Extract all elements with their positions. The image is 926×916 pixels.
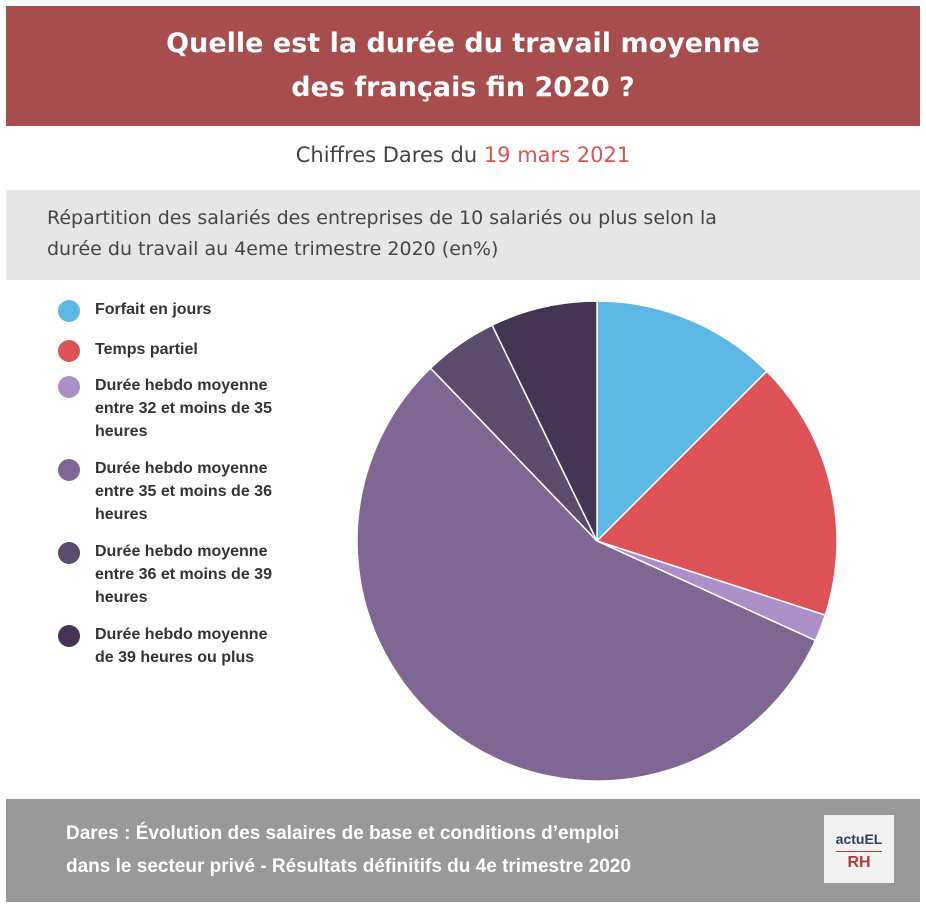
description-line-2: durée du travail au 4eme trimestre 2020 … <box>47 238 499 260</box>
subtitle-date: 19 mars 2021 <box>483 143 631 167</box>
legend-label-line: entre 35 et moins de 36 <box>95 483 272 500</box>
pie-slice <box>356 367 817 782</box>
legend-label: Durée hebdo moyenne entre 35 et moins de … <box>95 457 315 526</box>
actuel-rh-logo: actuEL RH <box>824 815 894 883</box>
legend-label-line: entre 36 et moins de 39 <box>95 566 272 583</box>
description-line-1: Répartition des salariés des entreprises… <box>47 207 717 229</box>
legend-label-line: entre 32 et moins de 35 <box>95 400 272 417</box>
legend-swatch <box>58 340 80 362</box>
legend-label-line: heures <box>95 506 148 523</box>
subtitle-prefix: Chiffres Dares du <box>295 143 484 167</box>
legend-label: Forfait en jours <box>95 298 315 321</box>
legend-label-line: heures <box>95 423 148 440</box>
title-banner: Quelle est la durée du travail moyenne d… <box>6 6 920 126</box>
pie-slice <box>491 300 598 542</box>
logo-divider <box>836 851 882 852</box>
pie-chart-svg <box>356 300 838 782</box>
page-title-line-1: Quelle est la durée du travail moyenne <box>166 28 760 59</box>
legend-label-line: Temps partiel <box>95 341 198 358</box>
legend-label-line: Durée hebdo moyenne <box>95 543 268 560</box>
legend-label-line: Durée hebdo moyenne <box>95 626 268 643</box>
source-line-1: Dares : Évolution des salaires de base e… <box>66 823 620 844</box>
legend-label: Durée hebdo moyenne de 39 heures ou plus <box>95 623 315 669</box>
legend-label-line: Durée hebdo moyenne <box>95 377 268 394</box>
logo-bottom-text: RH <box>847 854 871 871</box>
legend-swatch <box>58 300 80 322</box>
legend-label-line: de 39 heures ou plus <box>95 649 255 666</box>
legend-label-line: heures <box>95 589 148 606</box>
legend-swatch <box>58 625 80 647</box>
legend-swatch <box>58 376 80 398</box>
pie-slice <box>595 370 838 617</box>
legend-label-line: Forfait en jours <box>95 301 212 318</box>
source-text: Dares : Évolution des salaires de base e… <box>66 817 766 883</box>
legend-label: Temps partiel <box>95 338 315 361</box>
page-title-line-2: des français fin 2020 ? <box>291 72 635 103</box>
legend-swatch <box>58 542 80 564</box>
logo-top-text: actuEL <box>835 831 883 847</box>
legend-swatch <box>58 459 80 481</box>
legend-label: Durée hebdo moyenne entre 32 et moins de … <box>95 374 315 443</box>
source-line-2: dans le secteur privé - Résultats défini… <box>66 856 631 877</box>
chart-description: Répartition des salariés des entreprises… <box>6 190 920 280</box>
legend-label-line: Durée hebdo moyenne <box>95 460 268 477</box>
pie-chart <box>340 290 850 790</box>
pie-slice <box>596 300 768 543</box>
source-footer: Dares : Évolution des salaires de base e… <box>6 799 920 902</box>
legend-label: Durée hebdo moyenne entre 36 et moins de … <box>95 540 315 609</box>
subtitle: Chiffres Dares du 19 mars 2021 <box>0 143 926 167</box>
